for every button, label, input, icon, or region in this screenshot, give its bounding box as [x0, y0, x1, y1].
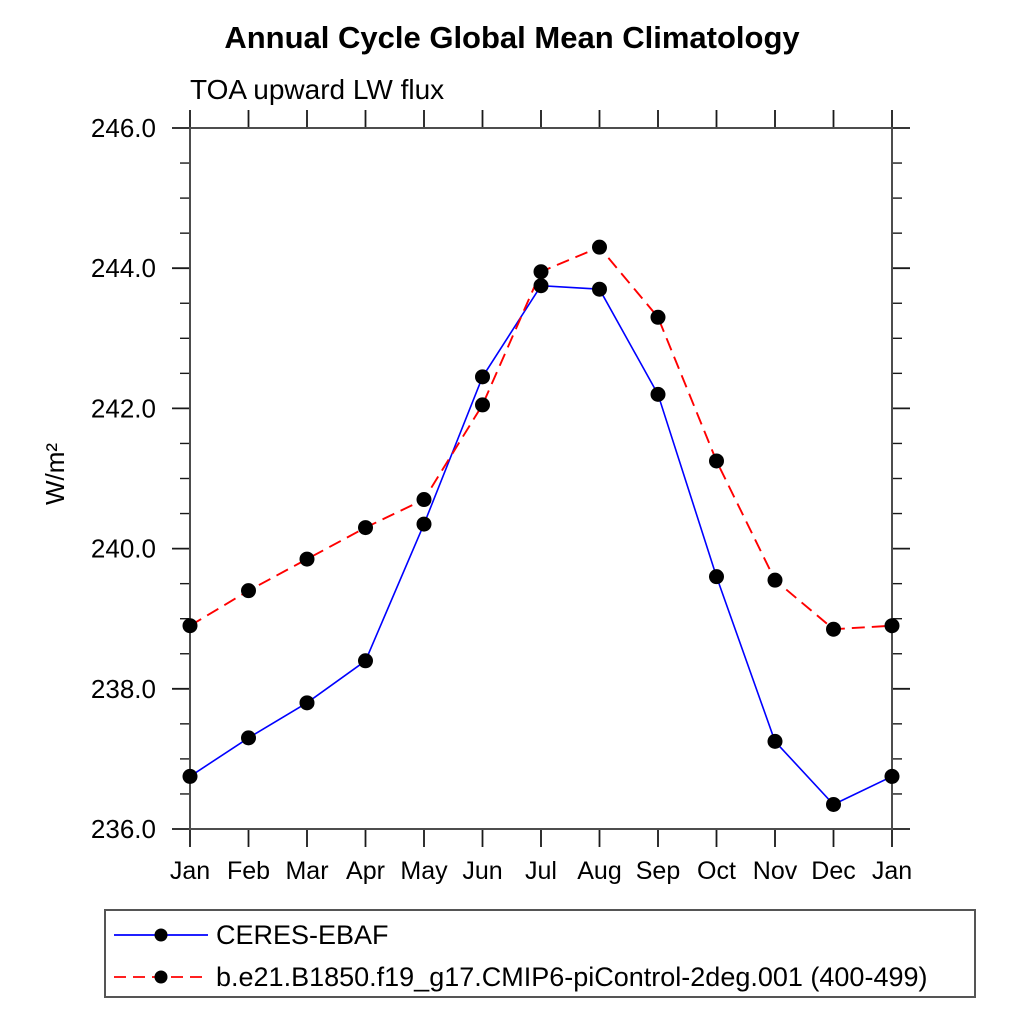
series-line — [189, 246, 893, 631]
x-tick-label: Jul — [525, 857, 557, 885]
data-point-marker — [592, 281, 607, 297]
legend-marker-dot — [154, 970, 168, 984]
data-point-marker — [475, 369, 490, 385]
data-point-marker — [650, 309, 666, 325]
y-tick-label: 246.0 — [91, 113, 156, 143]
plot-frame — [189, 127, 893, 830]
legend-item: CERES-EBAF — [112, 920, 389, 950]
data-point-marker — [884, 768, 900, 784]
data-point-marker — [416, 516, 432, 532]
data-point-marker — [241, 730, 256, 746]
x-tick-label: Jan — [170, 857, 210, 885]
data-point-marker — [767, 572, 783, 588]
legend-line-sample-dashed — [114, 970, 208, 984]
data-point-marker — [592, 239, 607, 255]
x-tick-label: Aug — [577, 857, 621, 885]
x-tick-label: Jan — [872, 857, 912, 885]
page-title: Annual Cycle Global Mean Climatology — [224, 20, 800, 55]
series-line — [189, 284, 893, 806]
y-tick-label: 244.0 — [91, 253, 156, 283]
data-point-marker — [533, 264, 549, 280]
data-point-marker — [416, 492, 432, 508]
legend-line-sample-solid — [114, 928, 208, 942]
data-point-marker — [182, 768, 198, 784]
x-tick-label: Nov — [753, 857, 798, 885]
data-point-marker — [650, 386, 666, 402]
x-tick-label: May — [400, 857, 448, 885]
data-point-marker — [358, 653, 373, 669]
y-axis-label: W/m² — [40, 443, 70, 505]
y-tick-label: 240.0 — [91, 534, 156, 564]
data-point-marker — [709, 453, 724, 469]
x-tick-label: Dec — [811, 857, 855, 885]
legend-item: b.e21.B1850.f19_g17.CMIP6-piControl-2deg… — [112, 962, 927, 992]
x-tick-label: Oct — [697, 857, 736, 885]
y-tick-label: 238.0 — [91, 674, 156, 704]
x-tick-label: Jun — [462, 857, 502, 885]
x-tick-label: Sep — [636, 857, 680, 885]
x-tick-label: Mar — [285, 857, 328, 885]
data-point-marker — [826, 796, 841, 812]
data-point-marker — [884, 618, 900, 634]
data-point-marker — [767, 733, 783, 749]
data-point-marker — [299, 551, 315, 567]
y-tick-label: 236.0 — [91, 814, 156, 844]
chart-subtitle: TOA upward LW flux — [190, 74, 445, 105]
data-point-marker — [826, 621, 841, 637]
data-point-marker — [358, 520, 373, 536]
x-tick-label: Apr — [346, 857, 385, 885]
data-point-marker — [182, 618, 198, 634]
data-point-marker — [475, 397, 490, 413]
y-tick-label: 242.0 — [91, 393, 156, 423]
data-point-marker — [709, 569, 724, 585]
legend-marker-dot — [154, 928, 168, 942]
legend-box: CERES-EBAF b.e21.B1850.f19_g17.CMIP6-piC… — [104, 909, 976, 998]
data-point-marker — [533, 278, 549, 294]
legend-label: b.e21.B1850.f19_g17.CMIP6-piControl-2deg… — [216, 961, 928, 992]
data-point-marker — [241, 583, 256, 599]
legend-label: CERES-EBAF — [216, 919, 389, 950]
data-point-marker — [299, 695, 315, 711]
x-tick-label: Feb — [227, 857, 270, 885]
